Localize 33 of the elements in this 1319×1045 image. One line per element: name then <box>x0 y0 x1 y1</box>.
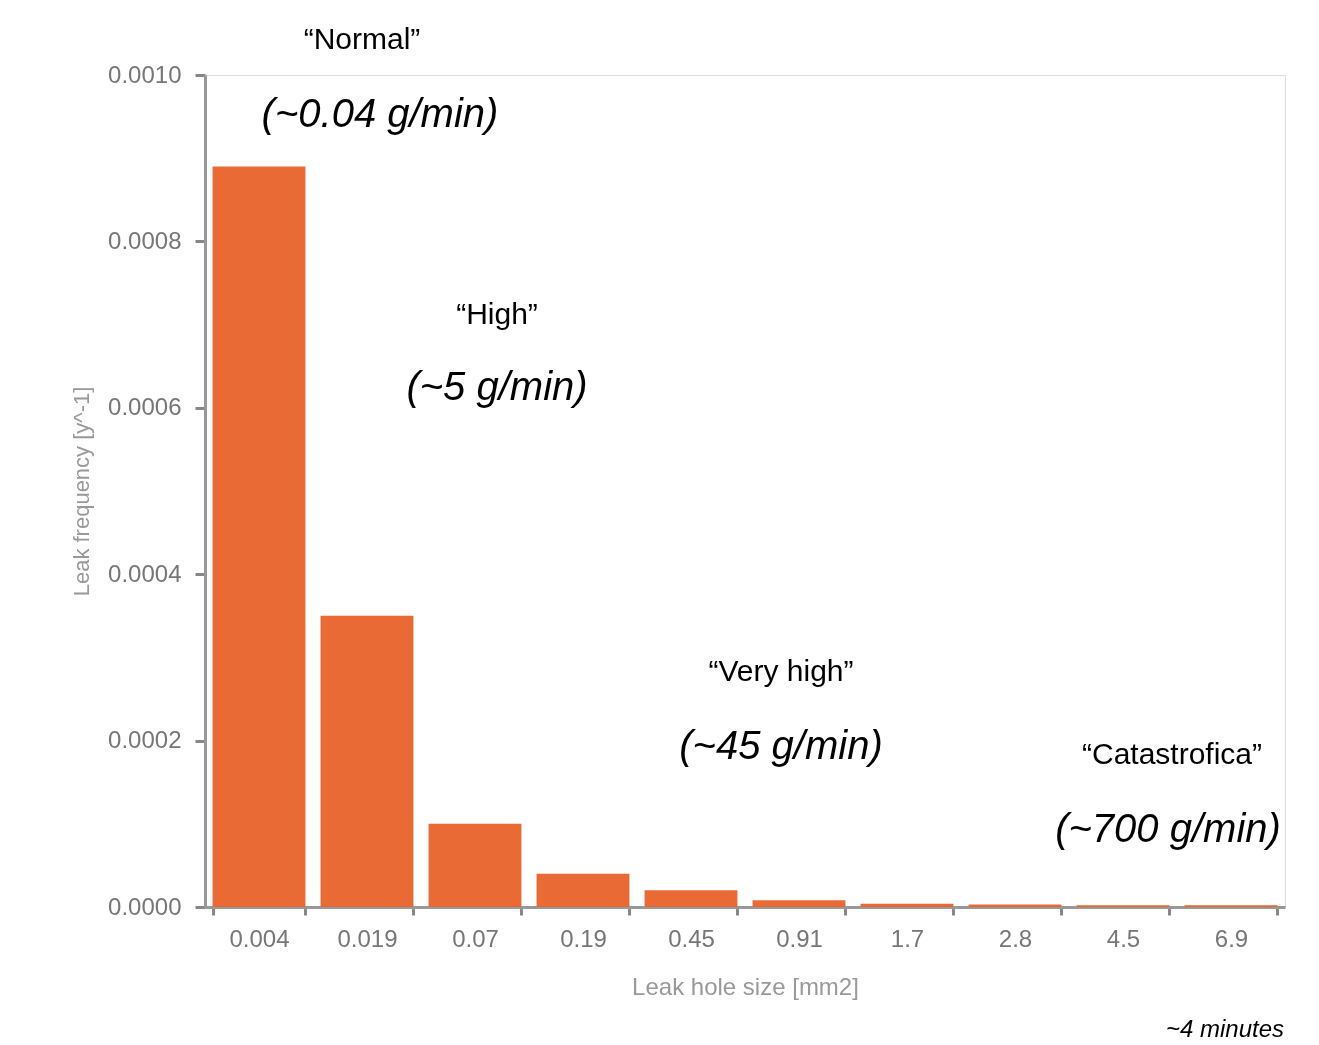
bar <box>752 900 846 907</box>
x-tick-label: 0.91 <box>776 924 823 952</box>
bar <box>536 873 630 907</box>
text: ~4 minutes <box>1165 1015 1285 1042</box>
y-tick-label: 0.0006 <box>108 393 182 421</box>
x-tick-label: 6.9 <box>1214 924 1249 952</box>
annotation: “Very high” <box>708 654 854 687</box>
x-tick-label: 0.19 <box>560 924 607 952</box>
x-tick-label: 1.7 <box>890 924 925 952</box>
annotation: (~0.04 g/min) <box>261 91 499 135</box>
bar <box>320 615 414 907</box>
x-tick-label: 0.004 <box>229 924 290 952</box>
x-tick-label: 2.8 <box>998 924 1033 952</box>
bar <box>644 890 738 907</box>
x-tick-label: 0.019 <box>337 924 398 952</box>
y-tick-label: 0.0000 <box>108 892 182 920</box>
annotation: “Catastrofica” <box>1081 737 1263 770</box>
text: “Normal” <box>303 22 421 55</box>
y-tick-label: 0.0010 <box>108 60 182 88</box>
annotation: (~700 g/min) <box>1055 806 1281 850</box>
x-tick-label: 0.07 <box>452 924 499 952</box>
x-tick-label: 0.45 <box>668 924 715 952</box>
annotation: (~5 g/min) <box>406 364 588 408</box>
bar <box>428 823 522 907</box>
y-tick-label: 0.0002 <box>108 726 182 754</box>
y-axis-title: Leak frequency [y^-1] <box>69 386 95 597</box>
bar <box>212 166 306 907</box>
annotation: “High” <box>456 297 538 330</box>
x-axis-title: Leak hole size [mm2] <box>632 972 859 1000</box>
x-tick-label: 4.5 <box>1106 924 1141 952</box>
y-tick-label: 0.0008 <box>108 226 182 254</box>
annotation: (~45 g/min) <box>679 723 883 767</box>
y-tick-label: 0.0004 <box>108 559 182 587</box>
